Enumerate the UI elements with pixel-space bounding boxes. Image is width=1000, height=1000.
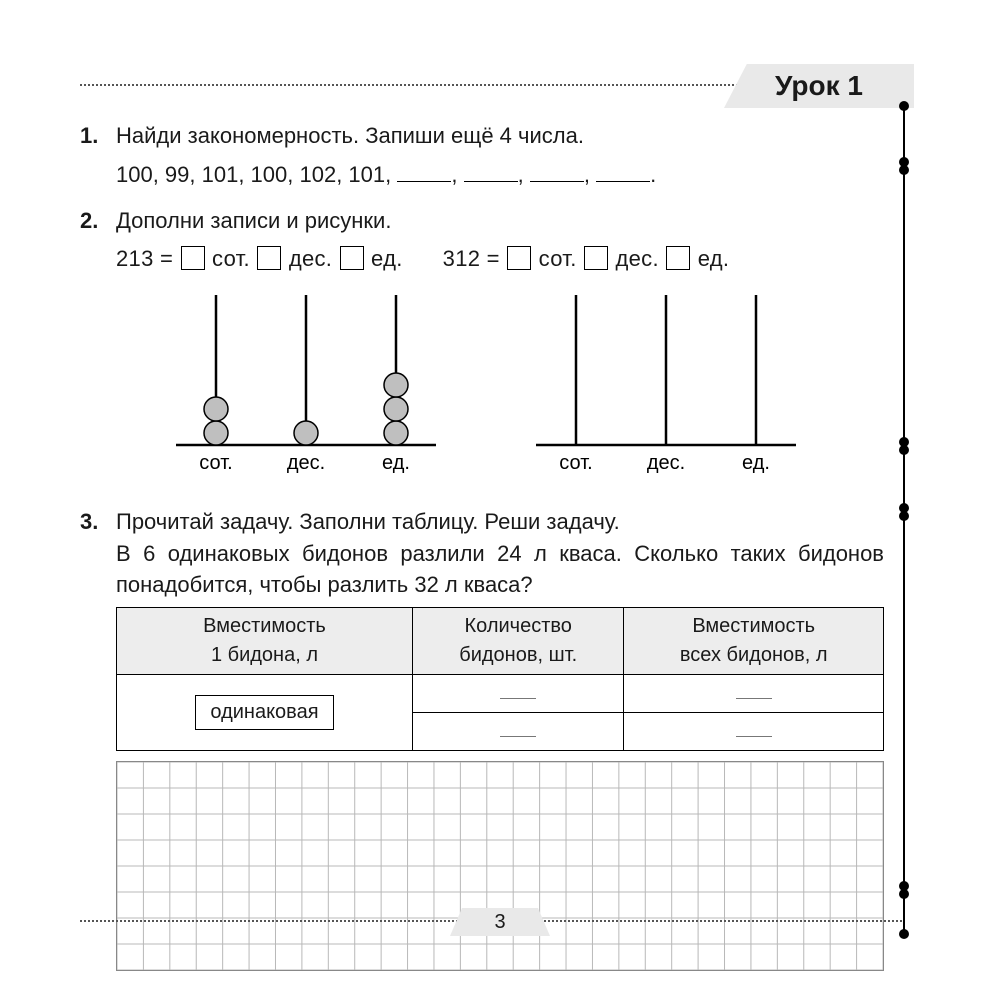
abacus-left: сот. дес. ед. xyxy=(156,285,456,484)
task1-prompt: Найди закономерность. Запиши ещё 4 числа… xyxy=(116,120,884,152)
unit-label: сот. xyxy=(539,246,577,271)
svg-text:ед.: ед. xyxy=(742,452,770,474)
page-number: 3 xyxy=(450,908,550,936)
equation-left: 213 = сот. дес. ед. xyxy=(116,243,403,275)
unit-label: ед. xyxy=(698,246,730,271)
blank-cell[interactable] xyxy=(412,675,623,713)
blank-cell[interactable] xyxy=(624,675,884,713)
svg-text:дес.: дес. xyxy=(287,452,325,474)
input-box[interactable] xyxy=(257,246,281,270)
fill-blank[interactable] xyxy=(596,158,650,182)
fill-blank[interactable] xyxy=(464,158,518,182)
work-grid[interactable] xyxy=(116,761,884,971)
task-number: 3. xyxy=(80,506,116,981)
sequence-prefix: 100, 99, 101, 100, 102, 101, xyxy=(116,162,391,187)
unit-label: ед. xyxy=(371,246,403,271)
input-box[interactable] xyxy=(181,246,205,270)
unit-label: дес. xyxy=(289,246,332,271)
task3-prompt: Прочитай задачу. Заполни таблицу. Реши з… xyxy=(116,506,884,538)
sequence-trailing: . xyxy=(650,162,656,187)
input-box[interactable] xyxy=(666,246,690,270)
eq-value: 312 = xyxy=(443,246,500,271)
svg-text:ед.: ед. xyxy=(382,452,410,474)
table-header: Вместимость1 бидона, л xyxy=(117,608,413,675)
task3-table: Вместимость1 бидона, лКоличествобидонов,… xyxy=(116,607,884,751)
merged-cell: одинаковая xyxy=(117,675,413,751)
task2-prompt: Дополни записи и рисунки. xyxy=(116,205,884,237)
task-number: 2. xyxy=(80,205,116,498)
fill-blank[interactable] xyxy=(397,158,451,182)
svg-text:сот.: сот. xyxy=(199,452,232,474)
unit-label: дес. xyxy=(615,246,658,271)
unit-label: сот. xyxy=(212,246,250,271)
blank-cell[interactable] xyxy=(624,713,884,751)
fill-blank[interactable] xyxy=(530,158,584,182)
lesson-tab: Урок 1 xyxy=(724,64,914,108)
task-1: 1. Найди закономерность. Запиши ещё 4 чи… xyxy=(80,120,884,191)
eq-value: 213 = xyxy=(116,246,173,271)
blank-cell[interactable] xyxy=(412,713,623,751)
equation-right: 312 = сот. дес. ед. xyxy=(443,243,730,275)
margin-rail xyxy=(902,106,906,926)
task3-problem: В 6 одинаковых бидонов разлили 24 л квас… xyxy=(116,538,884,602)
task-number: 1. xyxy=(80,120,116,191)
table-header: Количествобидонов, шт. xyxy=(412,608,623,675)
svg-text:дес.: дес. xyxy=(647,452,685,474)
task-2: 2. Дополни записи и рисунки. 213 = сот. … xyxy=(80,205,884,498)
content-area: 1. Найди закономерность. Запиши ещё 4 чи… xyxy=(80,120,884,988)
abacus-right: сот. дес. ед. xyxy=(516,285,816,484)
task1-sequence: 100, 99, 101, 100, 102, 101, , , , . xyxy=(116,158,884,191)
input-box[interactable] xyxy=(584,246,608,270)
input-box[interactable] xyxy=(507,246,531,270)
svg-text:сот.: сот. xyxy=(559,452,592,474)
table-header: Вместимостьвсех бидонов, л xyxy=(624,608,884,675)
merged-cell-label: одинаковая xyxy=(195,695,333,730)
task2-equations: 213 = сот. дес. ед. 312 = сот. дес. xyxy=(116,243,884,275)
input-box[interactable] xyxy=(340,246,364,270)
